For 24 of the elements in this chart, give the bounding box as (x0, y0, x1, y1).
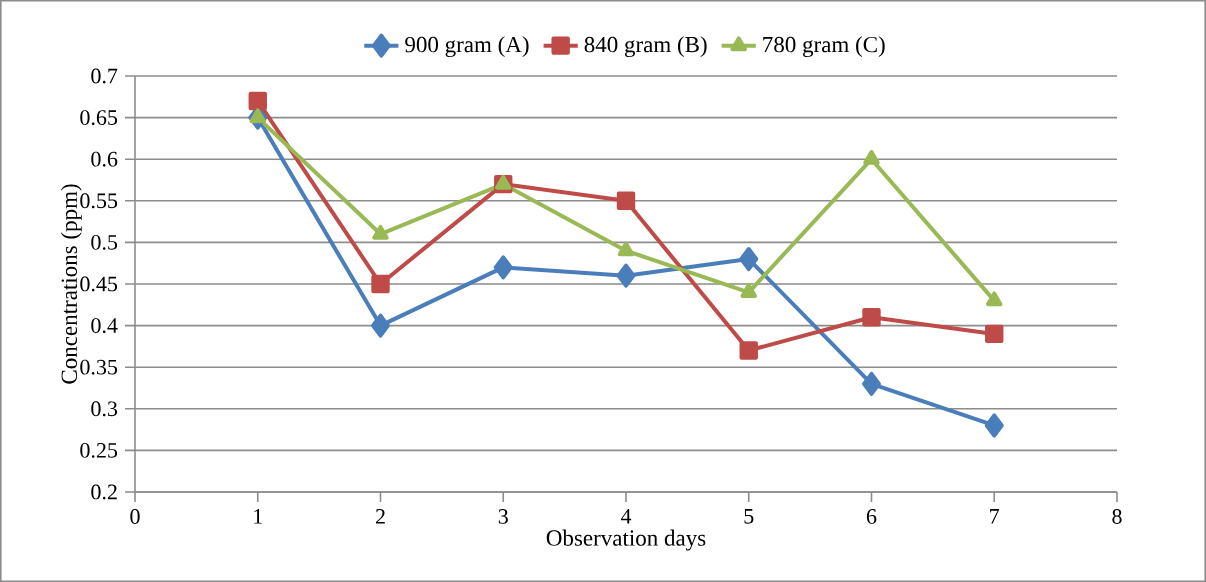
y-tick-label: 0.4 (91, 318, 118, 334)
legend-label: 840 gram (B) (584, 36, 707, 58)
y-tick-label: 0.5 (91, 234, 118, 250)
y-tick-label: 0.3 (91, 401, 118, 417)
y-tick-label: 0.7 (91, 68, 118, 84)
x-tick-label: 0 (130, 509, 140, 524)
x-tick-label: 5 (744, 509, 754, 524)
x-tick-label: 7 (990, 509, 1000, 524)
y-tick-label: 0.6 (91, 151, 118, 167)
legend-label: 900 gram (A) (405, 36, 529, 58)
x-tick-label: 6 (866, 509, 877, 524)
y-tick-label: 0.35 (80, 359, 118, 375)
y-tick-label: 0.2 (91, 484, 117, 500)
y-tick-label: 0.55 (80, 193, 118, 209)
legend-label: 780 gram (C) (763, 36, 885, 58)
x-tick-label: 1 (254, 509, 262, 524)
y-tick-label: 0.45 (80, 276, 118, 292)
x-axis-title: Observation days (546, 529, 706, 551)
x-tick-label: 4 (620, 509, 632, 524)
x-tick-label: 8 (1112, 509, 1122, 524)
x-tick-label: 3 (498, 509, 508, 524)
y-tick-label: 0.25 (80, 442, 118, 458)
x-tick-label: 2 (375, 509, 385, 524)
y-tick-label: 0.65 (80, 110, 118, 126)
